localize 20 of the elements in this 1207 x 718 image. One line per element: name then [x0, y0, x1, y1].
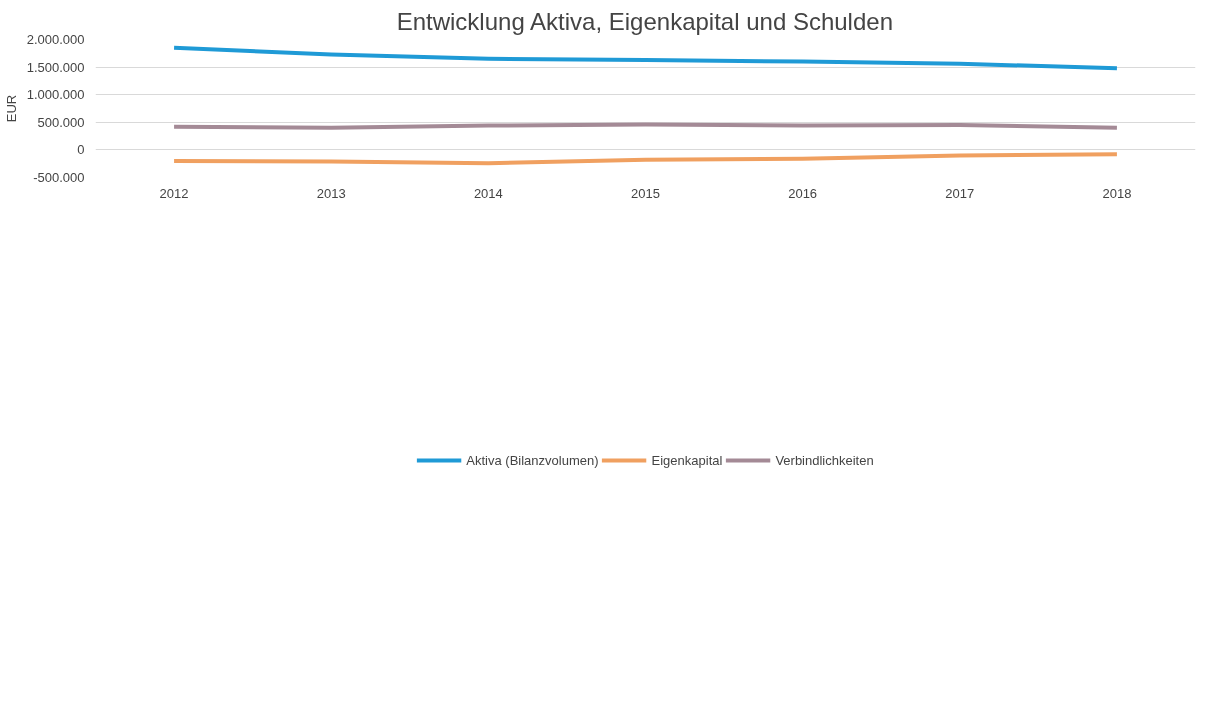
legend-label: Eigenkapital: [651, 452, 723, 468]
legend-label: Aktiva (Bilanzvolumen): [466, 452, 599, 468]
y-tick-label: 500.000: [37, 114, 85, 130]
x-tick-label: 2018: [1102, 185, 1132, 201]
chart-title: Entwicklung Aktiva, Eigenkapital und Schulden: [396, 7, 893, 35]
legend-label: Verbindlichkeiten: [775, 452, 874, 468]
y-tick-label: 2.000.000: [26, 32, 85, 47]
x-tick-label: 2013: [316, 185, 346, 201]
y-tick-label: 1.500.000: [26, 59, 85, 75]
line-series: [172, 45, 1119, 71]
x-tick-label: 2017: [945, 185, 975, 201]
y-axis-title: EUR: [3, 94, 19, 123]
y-tick-label: 0: [77, 142, 85, 158]
x-tick-label: 2015: [631, 185, 660, 201]
line-series: [172, 152, 1119, 166]
y-tick-label: 1.000.000: [26, 87, 85, 103]
x-tick-label: 2016: [788, 185, 818, 201]
y-tick-label: -500.000: [33, 170, 85, 185]
x-tick-label: 2012: [159, 185, 189, 201]
x-tick-label: 2014: [473, 185, 503, 201]
